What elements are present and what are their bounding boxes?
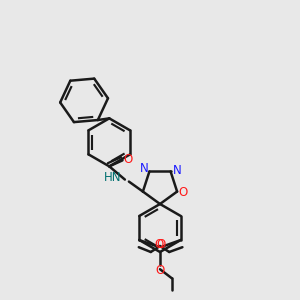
Text: O: O [178,186,188,199]
Text: O: O [154,238,164,251]
Text: N: N [173,164,182,177]
Text: O: O [156,238,166,251]
Text: N: N [140,162,149,175]
Text: O: O [155,264,165,277]
Text: HN: HN [103,171,121,184]
Text: O: O [124,153,133,166]
